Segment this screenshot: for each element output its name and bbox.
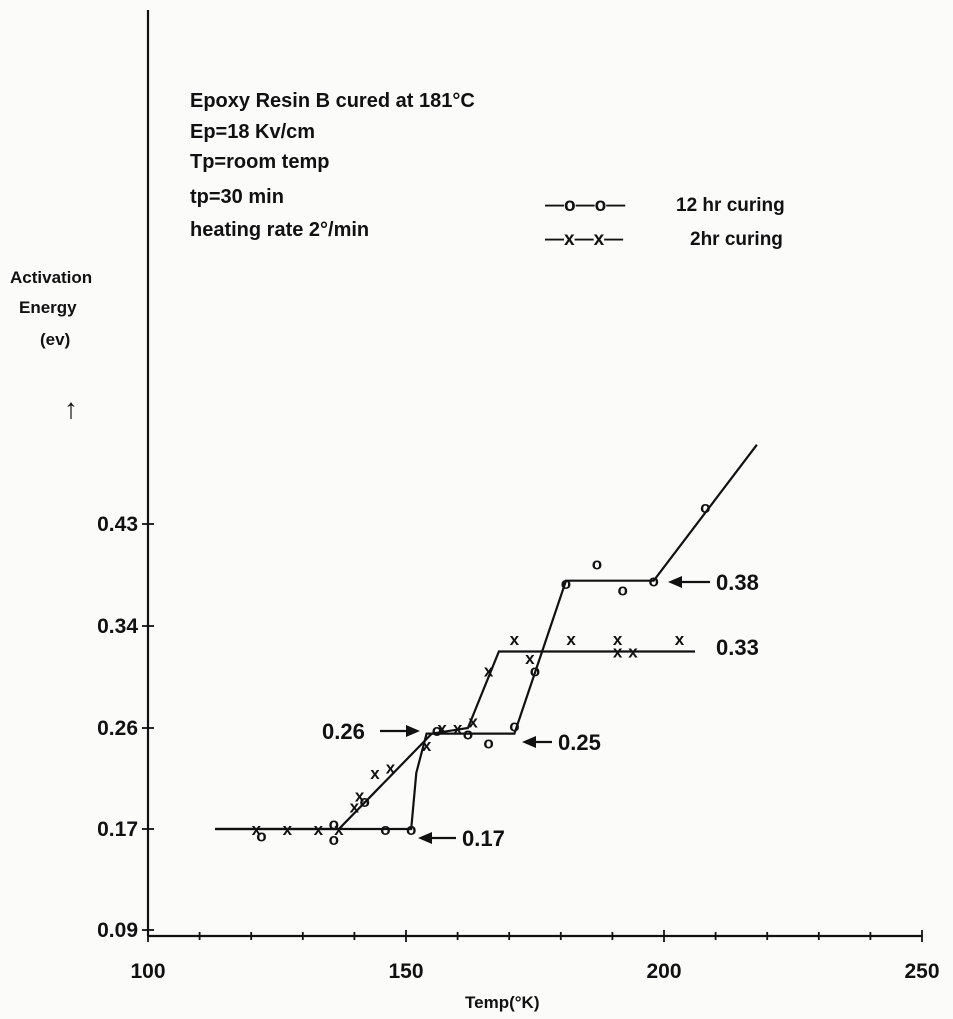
annotation-line: Epoxy Resin B cured at 181°C <box>190 90 475 112</box>
marker-circle: o <box>256 826 266 845</box>
value-labels-layer: 0.38 0.33 0.26 0.25 0.17 <box>322 570 759 851</box>
y-axis-label-line: Energy <box>19 298 77 317</box>
marker-cross: x <box>314 820 324 839</box>
value-label-017: 0.17 <box>462 826 505 851</box>
up-arrow-icon: ↑ <box>64 393 78 424</box>
annotation-line: Ep=18 Kv/cm <box>190 121 315 143</box>
marker-cross: x <box>386 758 396 777</box>
legend-label-2hr: 2hr curing <box>690 229 783 250</box>
y-axis-label-line: (ev) <box>40 330 70 349</box>
marker-circle: o <box>406 820 416 839</box>
marker-circle: o <box>649 572 659 591</box>
x-tick-label: 200 <box>646 960 681 983</box>
y-tick-label: 0.34 <box>97 615 138 638</box>
marker-cross: x <box>370 764 380 783</box>
marker-cross: x <box>628 643 638 662</box>
marker-cross: x <box>422 736 432 755</box>
marker-circle: o <box>530 662 540 681</box>
marker-circle: o <box>700 498 710 517</box>
legend: —o—o— 12 hr curing —x—x— 2hr curing <box>545 195 785 250</box>
series-line-2hr <box>215 650 695 831</box>
marker-cross: x <box>283 820 293 839</box>
marker-cross: x <box>510 630 520 649</box>
marker-cross: x <box>350 798 360 817</box>
marker-circle: o <box>463 725 473 744</box>
marker-circle: o <box>432 721 442 740</box>
marker-cross: x <box>334 820 344 839</box>
marker-circle: o <box>561 574 571 593</box>
y-tick-label: 0.43 <box>97 513 138 536</box>
annotation-line: tp=30 min <box>190 186 284 208</box>
marker-cross: x <box>437 719 447 738</box>
legend-label-12hr: 12 hr curing <box>676 195 785 216</box>
annotation-line: Tp=room temp <box>190 151 329 173</box>
marker-circle: o <box>509 717 519 736</box>
value-label-025: 0.25 <box>558 730 601 755</box>
marker-cross: x <box>252 820 262 839</box>
y-tick-label: 0.17 <box>97 818 138 841</box>
series-lines-layer <box>215 444 758 831</box>
arrowhead <box>668 576 682 588</box>
marker-circle: o <box>329 814 339 833</box>
value-label-038: 0.38 <box>716 570 759 595</box>
arrowhead <box>406 725 420 737</box>
marker-cross: x <box>525 649 535 668</box>
marker-circle: o <box>483 734 493 753</box>
marker-circle: o <box>329 830 339 849</box>
marker-cross: x <box>613 630 623 649</box>
y-axis-label: Activation Energy (ev) ↑ <box>10 268 92 424</box>
ticks-layer: 100 150 200 250 0.09 0.17 0.26 0.34 0.43 <box>97 513 939 983</box>
annotation-block: Epoxy Resin B cured at 181°C Ep=18 Kv/cm… <box>190 90 475 241</box>
marker-circle: o <box>360 792 370 811</box>
legend-symbol-o: —o—o— <box>545 195 625 216</box>
arrowhead <box>522 736 536 748</box>
x-tick-label: 100 <box>130 960 165 983</box>
marker-cross: x <box>453 719 463 738</box>
y-axis-label-line: Activation <box>10 268 92 287</box>
annotation-line: heating rate 2°/min <box>190 219 369 241</box>
marker-cross: x <box>484 662 494 681</box>
series-line-12hr <box>215 444 758 831</box>
value-label-026: 0.26 <box>322 719 365 744</box>
x-tick-label: 150 <box>388 960 423 983</box>
legend-symbol-x: —x—x— <box>545 229 623 250</box>
marker-circle: o <box>380 820 390 839</box>
marker-cross: x <box>468 713 478 732</box>
marker-circle: o <box>618 581 628 600</box>
value-label-033: 0.33 <box>716 635 759 660</box>
marker-cross: x <box>566 630 576 649</box>
marker-cross: x <box>675 630 685 649</box>
arrowhead <box>418 832 432 844</box>
marker-cross: x <box>355 786 365 805</box>
y-tick-label: 0.09 <box>97 919 138 942</box>
marker-circle: o <box>592 555 602 574</box>
y-tick-label: 0.26 <box>97 717 138 740</box>
x-tick-label: 250 <box>904 960 939 983</box>
x-axis-label: Temp(°K) <box>465 993 539 1012</box>
marker-cross: x <box>613 643 623 662</box>
